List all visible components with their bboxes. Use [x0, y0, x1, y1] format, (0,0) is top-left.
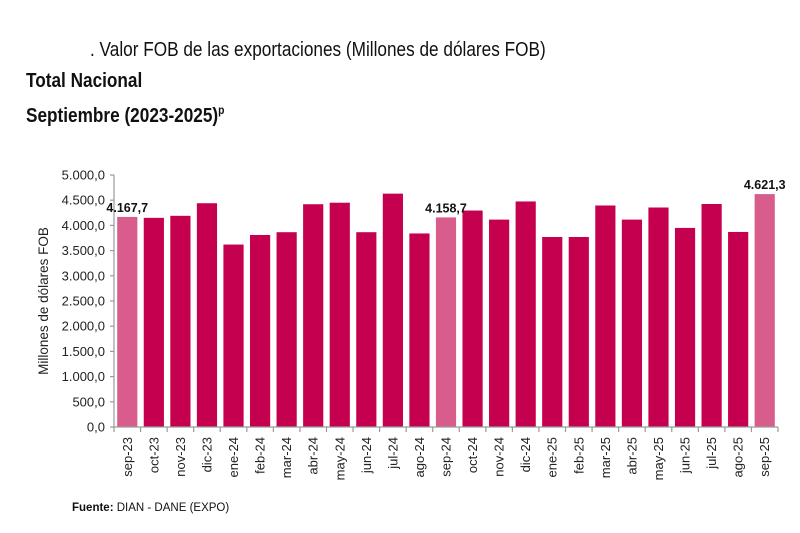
bar-mar-25 [595, 205, 616, 427]
x-tick-label: ene-24 [226, 437, 241, 477]
x-tick-label: jul-24 [385, 437, 400, 470]
x-tick-label: ago-24 [412, 437, 427, 477]
y-tick-label: 4.000,0 [62, 218, 105, 233]
bar-dic-24 [515, 201, 536, 427]
bar-sep-23 [117, 216, 138, 427]
x-tick-label: sep-24 [439, 437, 454, 477]
bar-dic-23 [196, 203, 218, 427]
x-tick-label: jun-25 [678, 437, 693, 474]
provisional-mark: p [218, 103, 225, 117]
bar-may-25 [648, 207, 669, 427]
x-tick-label: abr-25 [624, 437, 639, 475]
bar-ene-24 [223, 244, 244, 427]
y-tick-label: 4.500,0 [62, 193, 105, 208]
bar-feb-25 [568, 236, 589, 427]
y-axis: 0,0 500,0 1.000,0 1.500,0 2.000,0 2.500,0 3.00… [62, 168, 115, 435]
y-tick-label: 500,0 [72, 394, 105, 409]
bar-jul-24 [382, 193, 403, 427]
chart-title: . Valor FOB de las exportaciones (Millon… [90, 39, 546, 61]
x-tick-label: ene-25 [545, 437, 560, 477]
bar-jul-25 [701, 203, 722, 427]
bar-jun-25 [674, 227, 696, 427]
x-tick-label: dic-24 [518, 437, 533, 472]
chart-subtitle-period: Septiembre (2023-2025)p [26, 103, 224, 128]
bar-abr-25 [621, 219, 643, 427]
x-tick-label: may-25 [651, 437, 666, 480]
x-tick-label: oct-24 [465, 437, 480, 473]
data-label-sep-23: 4.167,7 [106, 201, 148, 215]
y-tick-label: 1.500,0 [62, 344, 105, 359]
x-tick-label: dic-23 [199, 437, 214, 472]
y-axis-title: Millones de dólares FOB [36, 227, 51, 375]
bar-sep-25 [754, 194, 775, 427]
bar-jun-24 [356, 232, 377, 427]
y-tick-label: 2.500,0 [62, 294, 105, 309]
period-text: Septiembre (2023-2025) [26, 105, 219, 127]
source-text: DIAN - DANE (EXPO) [116, 502, 230, 514]
x-tick-label: jul-25 [704, 437, 719, 470]
bar-ago-24 [409, 233, 430, 427]
source-label: Fuente: [72, 502, 114, 514]
y-tick-label: 1.000,0 [62, 369, 105, 384]
bar-chart: 0,0 500,0 1.000,0 1.500,0 2.000,0 2.500,0 3.00… [36, 168, 786, 481]
x-tick-label: nov-24 [492, 437, 507, 477]
bar-ago-25 [728, 231, 749, 427]
x-tick-label: may-24 [332, 437, 347, 480]
x-tick-label: nov-23 [173, 437, 188, 477]
bar-nov-24 [489, 219, 510, 427]
y-tick-label: 0,0 [87, 420, 105, 435]
x-tick-label: abr-24 [306, 437, 321, 475]
data-label-sep-24: 4.158,7 [425, 201, 467, 215]
data-labels: 4.167,7 4.158,7 4.621,3 [106, 178, 785, 215]
x-tick-label: mar-25 [598, 437, 613, 478]
x-tick-label: ago-25 [731, 437, 746, 477]
x-tick-label: oct-23 [146, 437, 161, 473]
source-note: Fuente: DIAN - DANE (EXPO) [72, 502, 229, 514]
x-tick-label: sep-25 [757, 437, 772, 477]
x-tick-label: jun-24 [359, 437, 374, 474]
chart-subtitle-region: Total Nacional [26, 70, 143, 92]
data-label-sep-25: 4.621,3 [744, 178, 786, 192]
bar-oct-24 [462, 210, 483, 427]
y-tick-label: 3.000,0 [62, 268, 105, 283]
x-tick-label: feb-25 [571, 437, 586, 474]
x-axis: sep-23 oct-23 nov-23 dic-23 ene-24 feb-24 mar-… [113, 426, 779, 480]
bar-nov-23 [170, 215, 191, 427]
x-tick-label: feb-24 [253, 437, 268, 474]
bar-mar-24 [276, 232, 297, 427]
bars [117, 193, 775, 427]
bar-sep-24 [435, 217, 457, 427]
bar-ene-25 [542, 236, 563, 427]
y-tick-label: 2.000,0 [62, 319, 105, 334]
bar-may-24 [329, 202, 350, 427]
bar-abr-24 [303, 204, 324, 427]
bar-feb-24 [249, 234, 271, 427]
y-tick-label: 3.500,0 [62, 243, 105, 258]
x-tick-label: mar-24 [279, 437, 294, 478]
y-tick-label: 5.000,0 [62, 168, 105, 183]
x-tick-label: sep-23 [120, 437, 135, 477]
bar-oct-23 [143, 217, 164, 427]
